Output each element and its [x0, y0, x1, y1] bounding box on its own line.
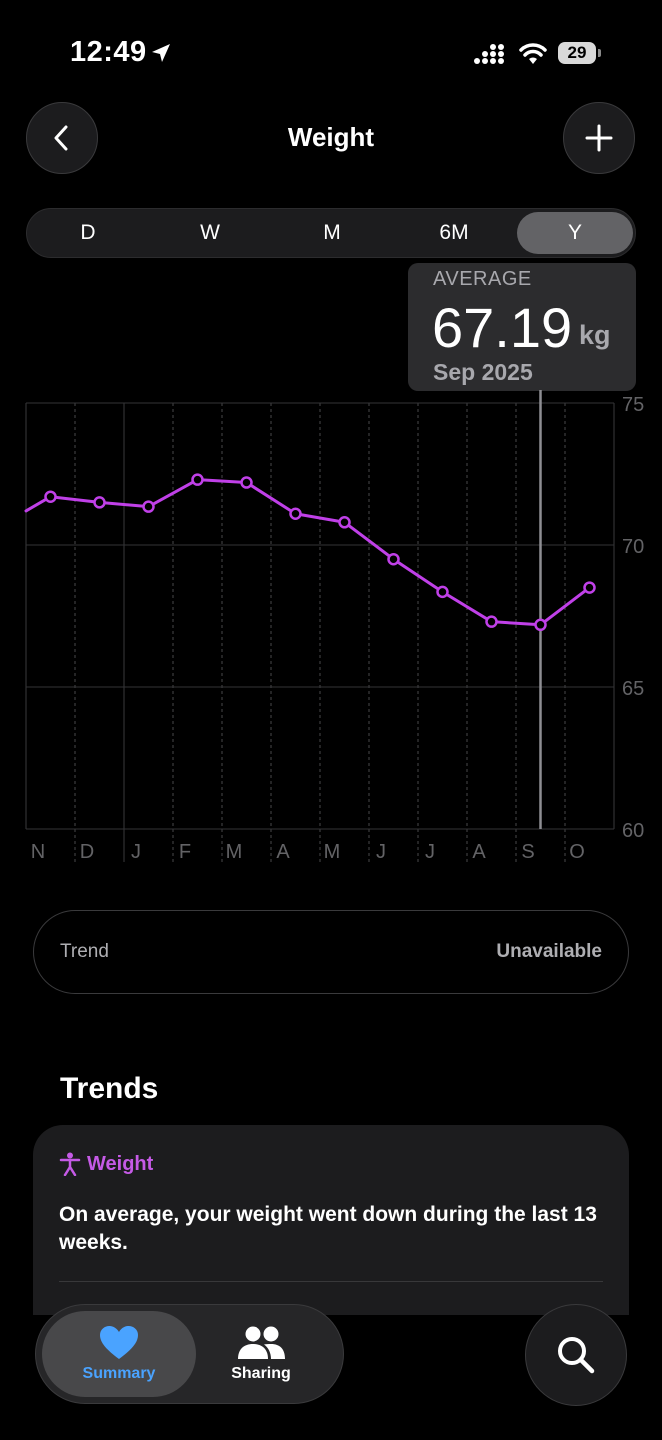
data-point [338, 516, 351, 529]
page-title: Weight [287, 122, 375, 152]
x-axis-tick-label: N [31, 841, 45, 863]
average-callout: AVERAGE 67.19 kg Sep 2025 [408, 263, 636, 391]
x-axis-tick-label: J [376, 841, 386, 863]
trends-heading: Trends [60, 1072, 159, 1105]
trend-card-title: Weight [87, 1152, 154, 1175]
battery-indicator: 29 [558, 42, 602, 66]
back-button[interactable] [26, 102, 98, 174]
data-point [436, 585, 449, 599]
trend-row[interactable]: Trend Unavailable [33, 910, 629, 994]
tab-sharing-label: Sharing [231, 1365, 291, 1382]
data-point [583, 581, 596, 594]
x-axis-tick-label: F [179, 841, 191, 863]
person-figure-icon [59, 1152, 81, 1176]
add-data-button[interactable] [563, 102, 635, 174]
average-value: 67.19 [432, 296, 573, 359]
search-button[interactable] [525, 1304, 627, 1406]
time-range-segmented-control: D W M 6M Y [26, 208, 636, 258]
x-axis-tick-label: M [226, 841, 243, 863]
trend-label: Trend [60, 941, 109, 962]
card-divider [59, 1281, 603, 1282]
heart-icon [100, 1326, 138, 1359]
segment-day[interactable]: D [80, 221, 96, 244]
data-point [191, 473, 204, 486]
segment-6-months[interactable]: 6M [439, 221, 469, 244]
tab-sharing[interactable]: Sharing [184, 1311, 338, 1397]
data-point [387, 552, 400, 566]
location-arrow-icon [152, 44, 170, 62]
data-point [485, 615, 498, 628]
x-axis-tick-label: S [521, 841, 534, 863]
cellular-signal-icon [474, 44, 504, 64]
x-axis-tick-label: A [276, 841, 290, 863]
tab-summary[interactable]: Summary [42, 1311, 196, 1397]
y-axis-tick-label: 60 [622, 820, 644, 842]
average-label: AVERAGE [433, 268, 532, 290]
trend-value: Unavailable [496, 941, 602, 962]
chevron-left-icon [54, 125, 68, 151]
data-point [44, 490, 57, 503]
weight-line-chart[interactable]: 75 70 65 60 N D J F M A M J J A S O [0, 390, 662, 870]
y-axis-tick-label: 65 [622, 678, 644, 700]
battery-level: 29 [558, 42, 596, 64]
average-unit: kg [579, 320, 611, 350]
x-axis-tick-label: J [131, 841, 141, 863]
plus-icon [585, 124, 613, 152]
x-axis-tick-label: A [472, 841, 486, 863]
segment-month[interactable]: M [323, 221, 341, 244]
data-point [93, 496, 106, 509]
y-axis-tick-label: 75 [622, 394, 644, 416]
tab-bar: Summary Sharing [35, 1304, 344, 1404]
weight-series-line [24, 478, 591, 627]
average-date: Sep 2025 [433, 359, 533, 385]
trend-card-body: On average, your weight went down during… [59, 1203, 597, 1254]
segment-week[interactable]: W [200, 221, 220, 244]
x-axis-tick-label: O [569, 841, 585, 863]
y-axis-tick-label: 70 [622, 536, 644, 558]
wifi-icon [519, 43, 547, 64]
data-point [534, 618, 547, 632]
data-point [289, 507, 302, 521]
x-axis-tick-label: J [425, 841, 435, 863]
status-time: 12:49 [70, 36, 147, 68]
people-icon [238, 1326, 285, 1359]
x-axis-tick-label: M [324, 841, 341, 863]
data-point [142, 500, 155, 513]
search-icon [558, 1337, 595, 1374]
tab-summary-label: Summary [82, 1365, 156, 1382]
trend-card[interactable]: Weight On average, your weight went down… [33, 1125, 629, 1315]
x-axis-tick-label: D [80, 841, 94, 863]
data-point [240, 476, 253, 489]
segment-year[interactable]: Y [517, 212, 633, 254]
